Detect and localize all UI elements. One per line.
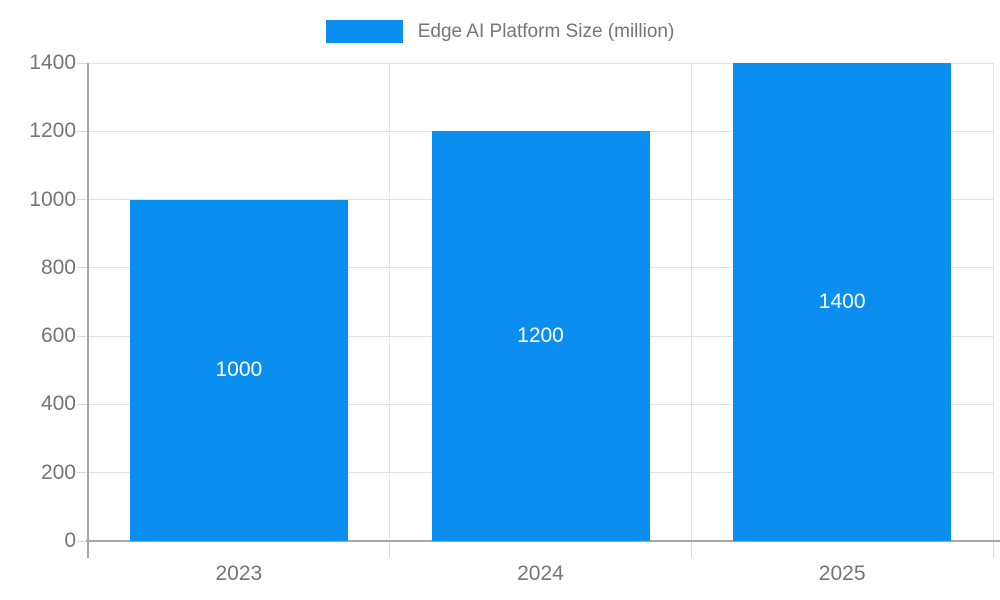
x-category-label-2023: 2023 xyxy=(215,562,263,585)
bar-value-label: 1000 xyxy=(215,358,263,382)
v-gridline xyxy=(690,63,692,541)
legend-swatch xyxy=(325,20,403,43)
y-tick-label: 1200 xyxy=(29,119,76,143)
y-tick-mark xyxy=(77,199,88,201)
y-tick-mark xyxy=(77,472,88,474)
bar-2025[interactable]: 1400 xyxy=(733,63,952,541)
legend-label: Edge AI Platform Size (million) xyxy=(417,20,675,42)
x-category-label-2025: 2025 xyxy=(818,562,866,585)
y-tick-label: 400 xyxy=(40,392,76,416)
x-axis-line xyxy=(86,540,1000,542)
x-tick-mark xyxy=(992,541,994,558)
y-tick-label: 1400 xyxy=(29,51,76,74)
y-tick-mark xyxy=(77,267,88,269)
y-tick-label: 1000 xyxy=(29,187,76,211)
y-tick-mark xyxy=(77,335,88,337)
y-tick-label: 0 xyxy=(64,529,76,552)
y-tick-label: 200 xyxy=(40,460,76,484)
y-tick-mark xyxy=(77,540,88,542)
y-axis-line xyxy=(87,63,89,558)
x-tick-mark xyxy=(389,541,391,558)
legend[interactable]: Edge AI Platform Size (million) xyxy=(0,20,1000,43)
bar-value-label: 1400 xyxy=(818,290,866,313)
v-gridline xyxy=(992,63,994,541)
bar-2023[interactable]: 1000 xyxy=(129,199,348,541)
y-tick-mark xyxy=(77,403,88,405)
y-tick-mark xyxy=(77,130,88,132)
bar-2024[interactable]: 1200 xyxy=(431,131,650,541)
h-gridline xyxy=(88,62,993,64)
y-tick-label: 800 xyxy=(40,255,76,279)
plot-area: 0 200 400 600 800 1000 1200 1400 1000 1200 1400 2… xyxy=(29,51,1000,585)
x-tick-mark xyxy=(690,541,692,558)
x-category-label-2024: 2024 xyxy=(517,562,564,585)
bar-value-label: 1200 xyxy=(517,324,564,348)
y-tick-label: 600 xyxy=(40,324,76,348)
v-gridline xyxy=(389,63,391,541)
y-tick-mark xyxy=(77,62,88,64)
